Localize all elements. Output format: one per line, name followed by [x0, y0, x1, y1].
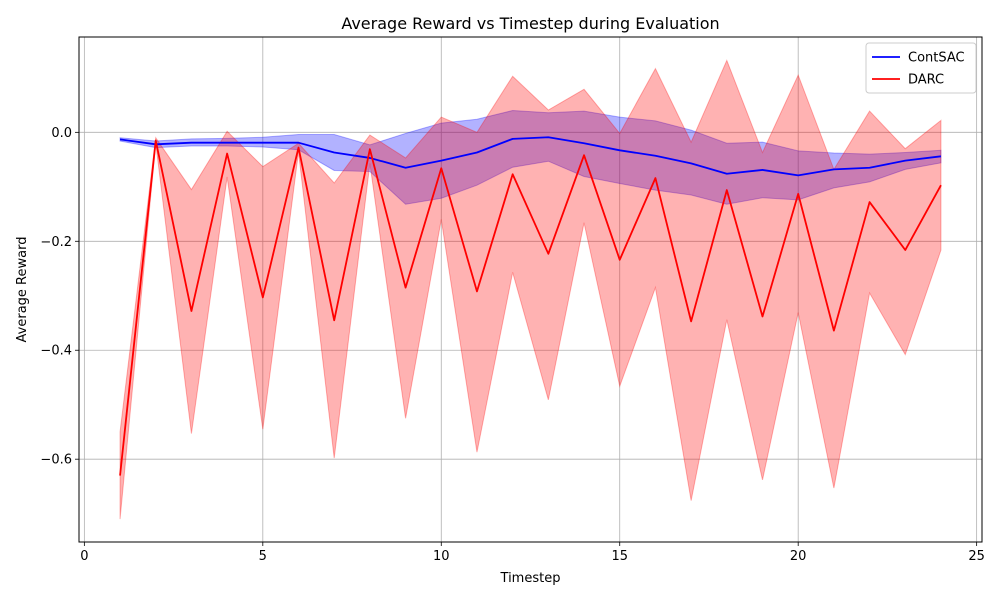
y-tick-label: −0.4	[40, 344, 72, 359]
x-tick-label: 10	[433, 549, 450, 564]
x-tick-label: 0	[80, 549, 88, 564]
axis-ticks: 0 5 10 15 20 25 −0.6 −0.4 −0.2 0.0	[40, 126, 984, 564]
x-tick-label: 15	[611, 549, 628, 564]
darc-band	[119, 59, 942, 520]
x-tick-label: 20	[790, 549, 807, 564]
y-tick-label: −0.6	[40, 453, 72, 468]
confidence-bands	[119, 59, 942, 520]
legend-label-darc: DARC	[908, 73, 944, 88]
x-tick-label: 5	[259, 549, 267, 564]
y-tick-label: 0.0	[51, 126, 72, 141]
y-tick-label: −0.2	[40, 235, 72, 250]
x-axis-label: Timestep	[500, 571, 561, 586]
x-tick-label: 25	[968, 549, 985, 564]
contsac-line	[119, 136, 942, 177]
chart-title: Average Reward vs Timestep during Evalua…	[341, 14, 719, 33]
darc-line	[119, 139, 942, 476]
y-axis-label: Average Reward	[15, 237, 30, 343]
legend-label-contsac: ContSAC	[908, 51, 965, 66]
series-lines	[119, 136, 942, 476]
plot-frame	[78, 36, 983, 543]
contsac-band	[119, 110, 942, 205]
grid-lines	[79, 37, 982, 542]
legend-box	[865, 42, 977, 94]
legend: ContSAC DARC	[865, 42, 977, 94]
